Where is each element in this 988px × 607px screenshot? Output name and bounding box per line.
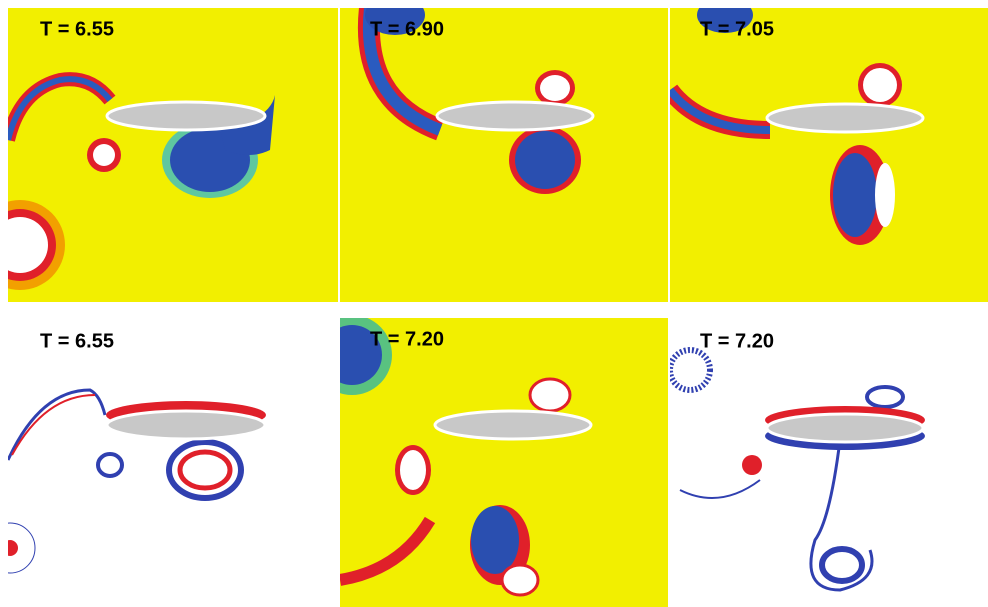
- panel: [0, 318, 338, 607]
- panel-label: T = 7.20: [700, 330, 774, 352]
- figure: T = 6.55 T = 6.90 T = 7.05 T = 6.55 T = …: [0, 0, 988, 607]
- panel-label: T = 6.90: [370, 18, 444, 40]
- panel-label: T = 6.55: [40, 330, 114, 352]
- panel: [670, 318, 988, 607]
- panel-label: T = 7.20: [370, 328, 444, 350]
- panel-label: T = 7.05: [700, 18, 774, 40]
- panel: [670, 0, 988, 302]
- panel-label: T = 6.55: [40, 18, 114, 40]
- panel: [0, 8, 338, 302]
- panel: [340, 0, 668, 302]
- panel: [312, 315, 668, 607]
